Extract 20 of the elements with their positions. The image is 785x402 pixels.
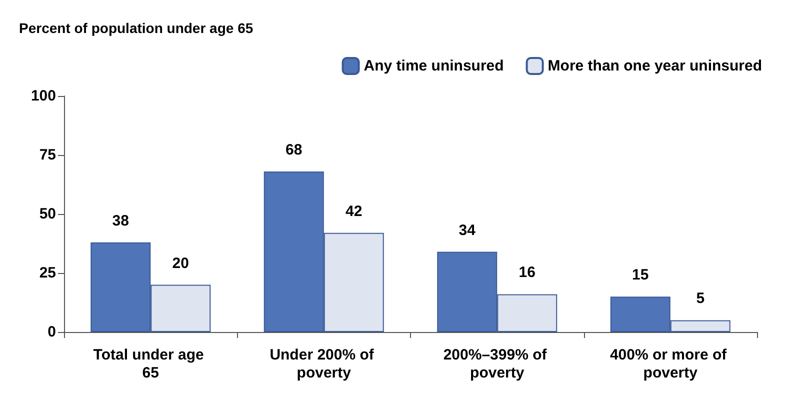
data-label: 15 xyxy=(632,266,649,284)
data-label: 68 xyxy=(286,142,302,159)
data-label: 42 xyxy=(346,202,362,220)
data-label: 5 xyxy=(696,290,705,308)
legend-label: Any time uninsured xyxy=(364,58,504,74)
x-tick-label: 200%–399% of poverty xyxy=(443,346,551,382)
data-label: 34 xyxy=(458,222,476,239)
data-label: 20 xyxy=(172,254,189,272)
y-tick-label: 100 xyxy=(30,88,56,104)
y-tick-label: 75 xyxy=(39,146,56,164)
chart-title: Percent of population under age 65 xyxy=(19,20,254,36)
data-label: 16 xyxy=(518,264,536,282)
data-label: 38 xyxy=(112,212,129,230)
x-tick-label: 400% or more of poverty xyxy=(610,346,731,382)
y-tick-label: 25 xyxy=(39,264,56,282)
x-tick-label: Total under age 65 xyxy=(93,346,208,382)
y-tick-label: 0 xyxy=(48,324,56,340)
y-tick-label: 50 xyxy=(39,206,56,222)
x-tick-label: Under 200% of poverty xyxy=(270,346,378,382)
legend-label: More than one year uninsured xyxy=(548,58,762,74)
